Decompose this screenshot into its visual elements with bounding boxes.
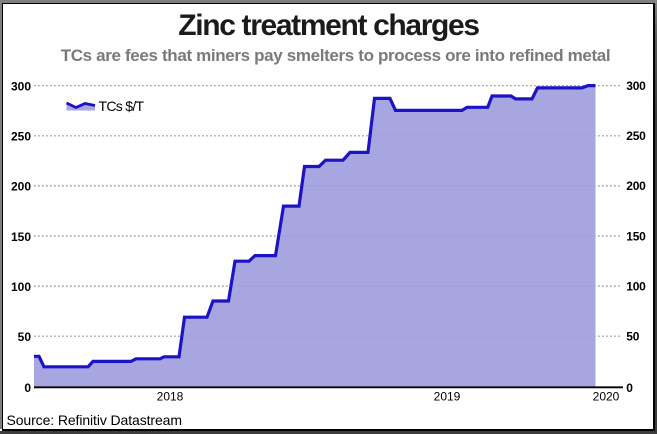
svg-text:150: 150: [11, 230, 31, 244]
svg-text:2018: 2018: [157, 390, 184, 404]
svg-text:300: 300: [626, 79, 646, 93]
svg-text:200: 200: [11, 180, 31, 194]
svg-text:250: 250: [11, 130, 31, 144]
svg-text:100: 100: [626, 279, 646, 293]
svg-text:50: 50: [626, 330, 639, 344]
svg-text:100: 100: [11, 280, 31, 294]
svg-text:200: 200: [626, 179, 646, 193]
svg-text:50: 50: [18, 330, 32, 344]
svg-text:250: 250: [626, 129, 646, 143]
svg-text:300: 300: [11, 80, 31, 94]
svg-text:150: 150: [626, 229, 646, 243]
svg-text:0: 0: [24, 381, 31, 395]
svg-text:2019: 2019: [434, 390, 461, 404]
svg-text:2020: 2020: [593, 390, 620, 404]
svg-text:0: 0: [626, 381, 633, 395]
